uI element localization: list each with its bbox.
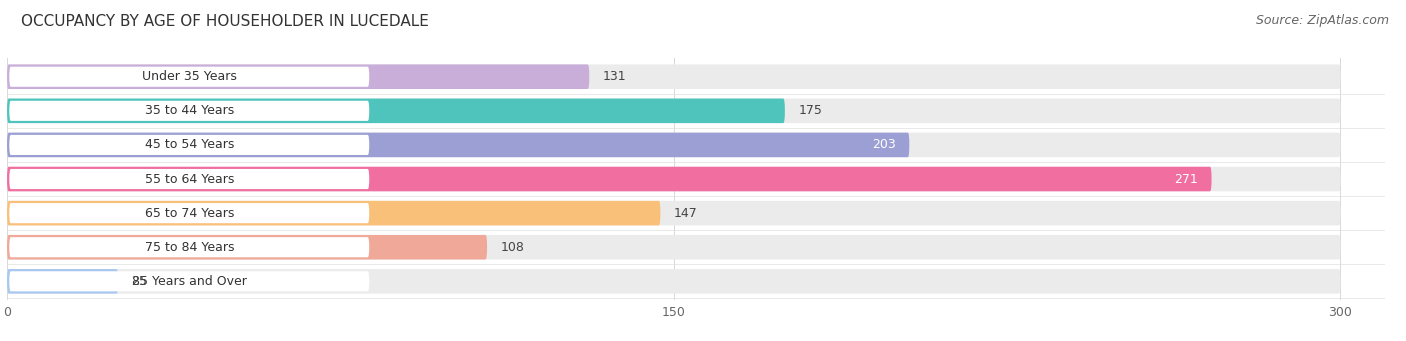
Text: 271: 271 — [1174, 173, 1198, 186]
Text: 75 to 84 Years: 75 to 84 Years — [145, 241, 233, 254]
FancyBboxPatch shape — [7, 99, 785, 123]
Text: 55 to 64 Years: 55 to 64 Years — [145, 173, 233, 186]
Text: 25: 25 — [132, 275, 148, 288]
Text: Source: ZipAtlas.com: Source: ZipAtlas.com — [1256, 14, 1389, 27]
FancyBboxPatch shape — [7, 201, 661, 225]
FancyBboxPatch shape — [10, 101, 370, 121]
FancyBboxPatch shape — [10, 271, 370, 292]
FancyBboxPatch shape — [7, 235, 1340, 260]
FancyBboxPatch shape — [10, 135, 370, 155]
FancyBboxPatch shape — [7, 167, 1212, 191]
FancyBboxPatch shape — [7, 269, 1340, 294]
Text: 203: 203 — [872, 138, 896, 151]
FancyBboxPatch shape — [7, 201, 1340, 225]
FancyBboxPatch shape — [10, 169, 370, 189]
Text: 65 to 74 Years: 65 to 74 Years — [145, 207, 233, 220]
FancyBboxPatch shape — [7, 269, 118, 294]
FancyBboxPatch shape — [7, 64, 589, 89]
FancyBboxPatch shape — [7, 99, 1340, 123]
FancyBboxPatch shape — [7, 64, 1340, 89]
Text: 131: 131 — [603, 70, 626, 83]
Text: OCCUPANCY BY AGE OF HOUSEHOLDER IN LUCEDALE: OCCUPANCY BY AGE OF HOUSEHOLDER IN LUCED… — [21, 14, 429, 29]
Text: 147: 147 — [673, 207, 697, 220]
FancyBboxPatch shape — [10, 66, 370, 87]
Text: 108: 108 — [501, 241, 524, 254]
FancyBboxPatch shape — [7, 235, 486, 260]
FancyBboxPatch shape — [7, 133, 910, 157]
Text: 175: 175 — [799, 104, 823, 117]
FancyBboxPatch shape — [10, 237, 370, 257]
Text: 85 Years and Over: 85 Years and Over — [132, 275, 246, 288]
FancyBboxPatch shape — [7, 167, 1340, 191]
Text: 45 to 54 Years: 45 to 54 Years — [145, 138, 233, 151]
FancyBboxPatch shape — [7, 133, 1340, 157]
Text: 35 to 44 Years: 35 to 44 Years — [145, 104, 233, 117]
Text: Under 35 Years: Under 35 Years — [142, 70, 236, 83]
FancyBboxPatch shape — [10, 203, 370, 223]
